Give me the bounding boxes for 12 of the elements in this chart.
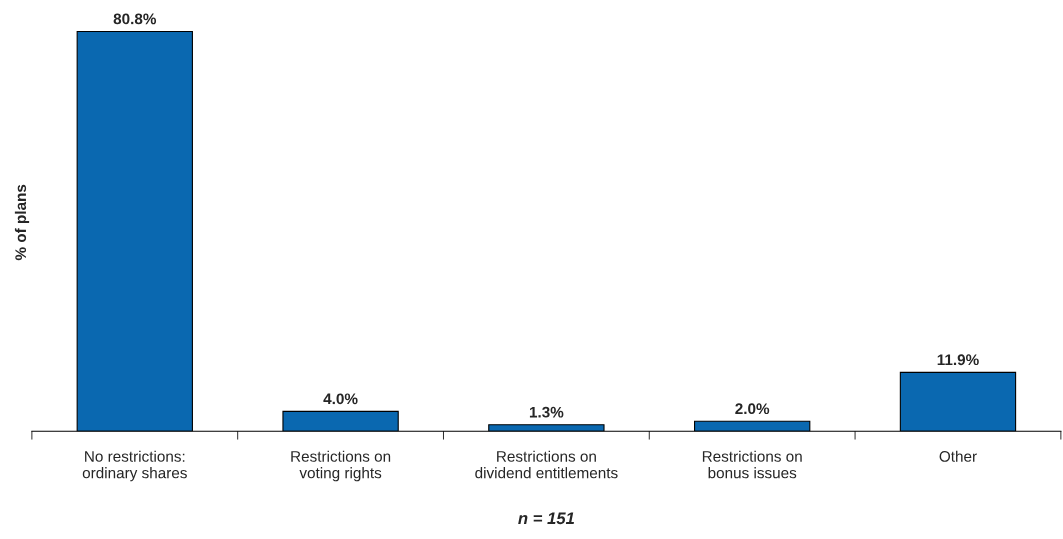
x-tick-label: Restrictions on bonus issues: [702, 450, 802, 479]
x-tick-label: Restrictions on dividend entitlements: [475, 450, 618, 479]
x-axis-title: n = 151: [518, 512, 574, 525]
data-label: 4.0%: [323, 393, 358, 405]
data-label: 80.8%: [113, 13, 157, 25]
data-label: 11.9%: [937, 354, 979, 366]
data-label: 1.3%: [529, 406, 564, 418]
y-axis-title: % of plans: [14, 184, 30, 261]
data-label: 2.0%: [735, 403, 770, 415]
x-tick-label: Other: [939, 450, 977, 462]
x-tick-label: Restrictions on voting rights: [291, 450, 391, 482]
x-tick-label: No restrictions: ordinary shares: [82, 450, 187, 482]
